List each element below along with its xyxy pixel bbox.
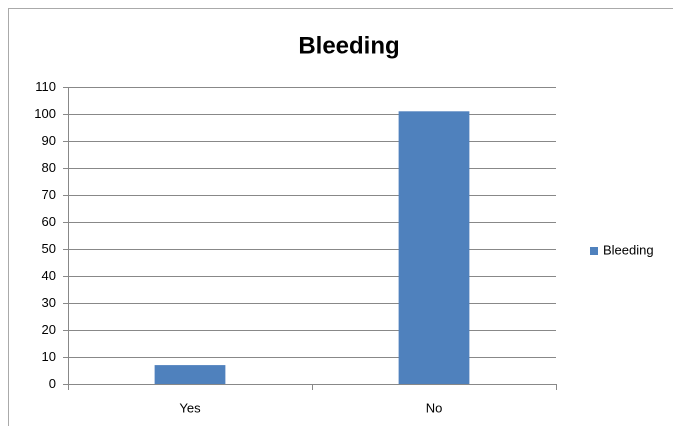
y-tick-label: 80: [42, 160, 56, 175]
y-tick-label: 50: [42, 241, 56, 256]
y-tick-label: 20: [42, 322, 56, 337]
legend-swatch: [590, 247, 598, 255]
chart-frame: [8, 8, 673, 426]
x-tick-label: No: [426, 400, 443, 415]
y-tick-label: 70: [42, 187, 56, 202]
y-tick-label: 60: [42, 214, 56, 229]
y-tick-label: 100: [34, 106, 56, 121]
chart-title: Bleeding: [298, 32, 399, 59]
y-tick-label: 40: [42, 268, 56, 283]
bar: [398, 111, 470, 385]
y-tick-label: 110: [35, 79, 56, 94]
y-tick-label: 0: [49, 376, 56, 391]
y-tick-label: 30: [42, 295, 56, 310]
y-tick-label: 90: [42, 133, 56, 148]
y-tick-label: 10: [42, 349, 56, 364]
bar: [154, 365, 226, 384]
legend-label: Bleeding: [603, 242, 654, 257]
x-tick-label: Yes: [179, 400, 201, 415]
